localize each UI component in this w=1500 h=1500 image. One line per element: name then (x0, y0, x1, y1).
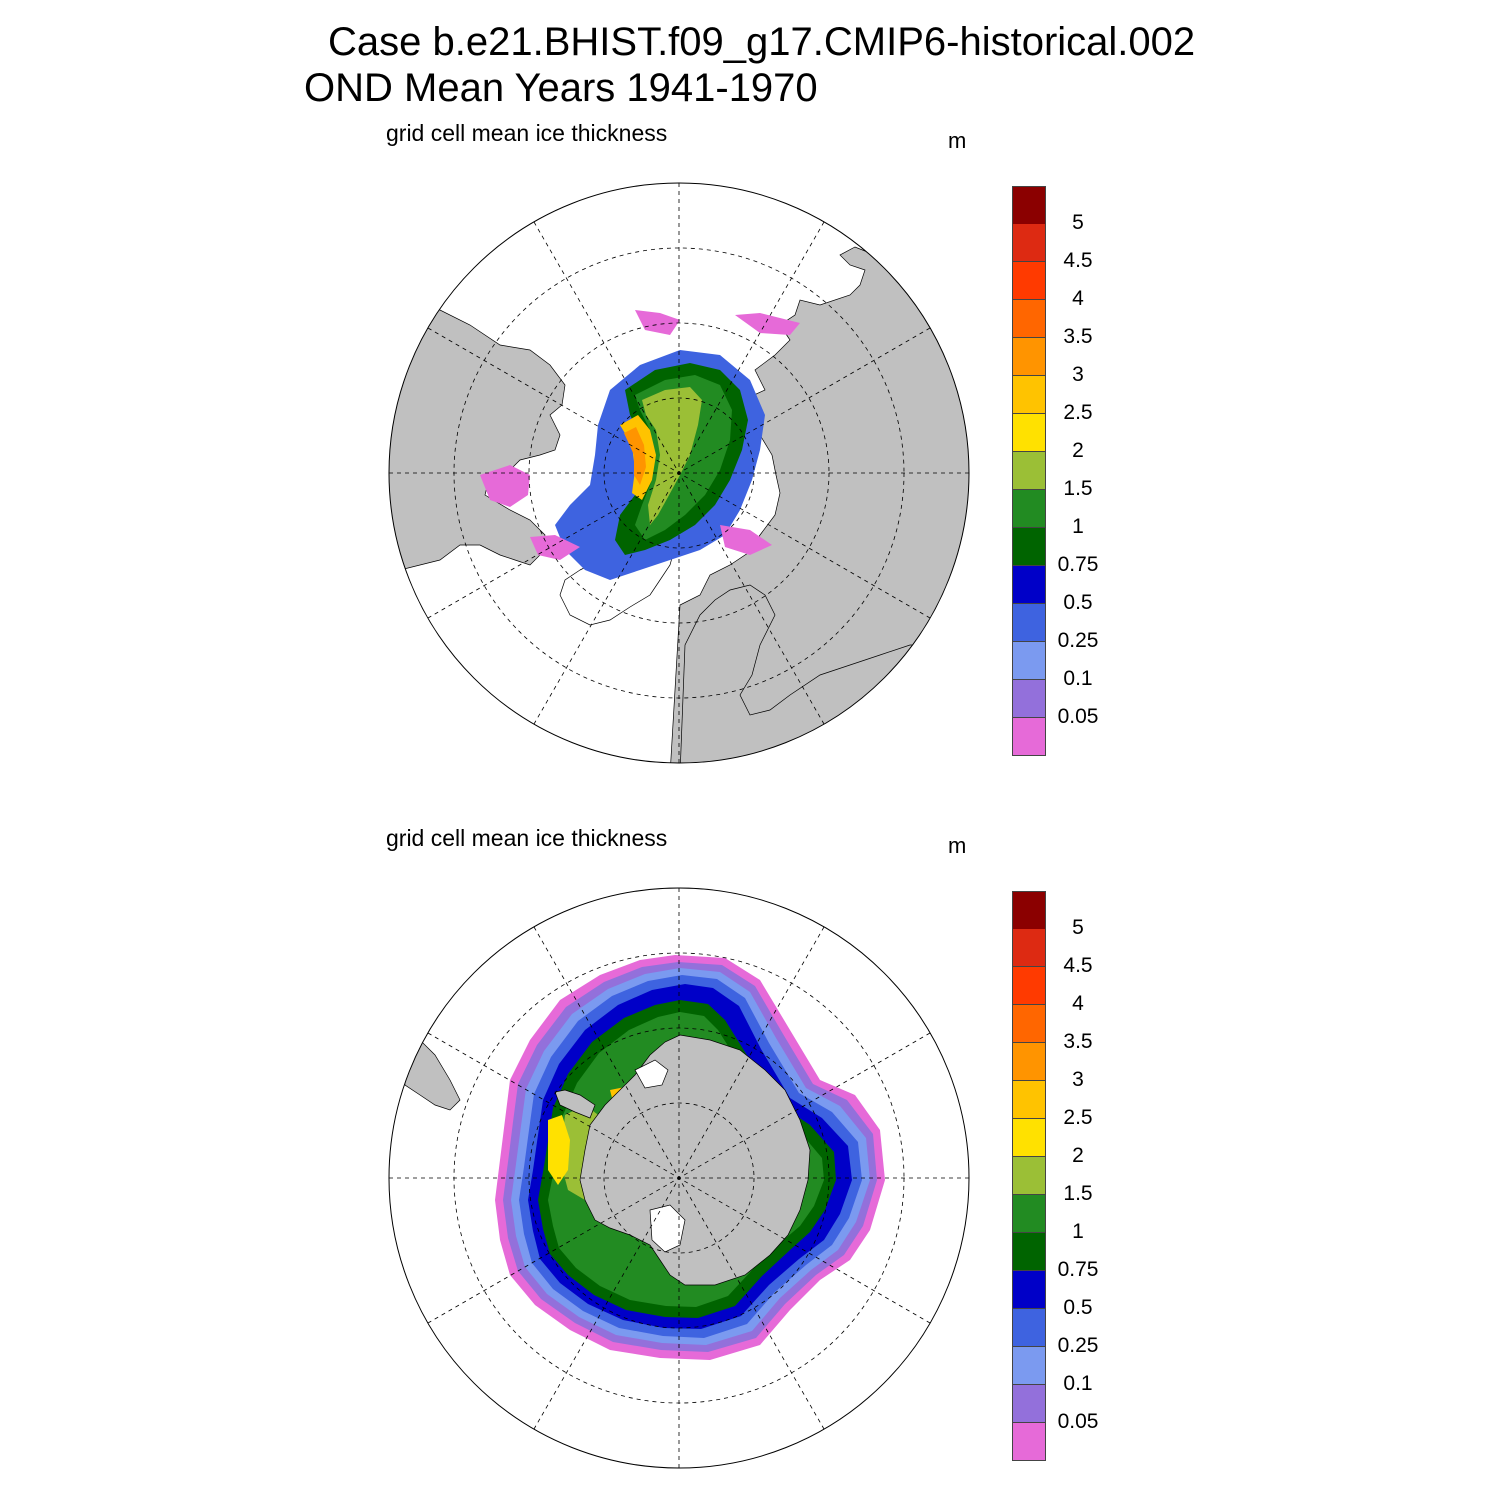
colorbar-label: 4.5 (1063, 954, 1093, 977)
north-ice-fringe-bering (635, 310, 680, 335)
colorbar-label: 0.05 (1057, 705, 1099, 728)
colorbar-label: 1.5 (1063, 1182, 1093, 1205)
colorbar-label: 0.5 (1063, 591, 1093, 614)
south-weddell-ice-shelf (634, 1059, 669, 1089)
colorbar-swatch (1012, 967, 1046, 1005)
north-graticule (389, 183, 969, 763)
north-ice-3 (624, 427, 646, 485)
north-ice-fringe-hudson (480, 465, 530, 507)
north-ice-fringe-labrador (530, 535, 580, 560)
colorbar-swatch (1012, 929, 1046, 967)
colorbar-label: 0.05 (1057, 1410, 1099, 1433)
north-units: m (948, 128, 967, 153)
south-antarctic-peninsula (554, 1089, 596, 1119)
colorbar-label: 2.5 (1063, 401, 1093, 424)
colorbar-label: 3 (1072, 1068, 1084, 1091)
colorbar-label: 4.5 (1063, 249, 1093, 272)
figure-title-line-1: Case b.e21.BHIST.f09_g17.CMIP6-historica… (328, 20, 1196, 64)
colorbar-label: 0.75 (1057, 1258, 1099, 1281)
colorbar-swatch (1012, 224, 1046, 262)
colorbar-swatch (1012, 1195, 1046, 1233)
north-ice-fringe-okhotsk (735, 313, 800, 335)
colorbar-label: 0.25 (1057, 1334, 1099, 1357)
colorbar-label: 2 (1072, 439, 1084, 462)
colorbar-swatch (1012, 1385, 1046, 1423)
north-colorbar (1012, 186, 1046, 756)
colorbar-swatch (1012, 1423, 1046, 1461)
colorbar-label: 0.1 (1063, 1372, 1093, 1395)
colorbar-swatch (1012, 338, 1046, 376)
north-panel: grid cell mean ice thickness m (0, 0, 1500, 764)
colorbar-swatch (1012, 680, 1046, 718)
colorbar-swatch (1012, 1043, 1046, 1081)
south-land-antarctica (579, 1034, 811, 1286)
south-map-border (388, 887, 970, 1469)
colorbar-swatch (1012, 490, 1046, 528)
colorbar-label: 1.5 (1063, 477, 1093, 500)
colorbar-swatch (1012, 718, 1046, 756)
colorbar-swatch (1012, 1157, 1046, 1195)
colorbar-swatch (1012, 452, 1046, 490)
north-ice-fringe-kara (720, 525, 772, 555)
colorbar-swatch (1012, 300, 1046, 338)
north-subtitle: grid cell mean ice thickness (386, 120, 668, 146)
colorbar-swatch (1012, 566, 1046, 604)
colorbar-label: 3 (1072, 363, 1084, 386)
colorbar-label: 4 (1072, 287, 1084, 310)
colorbar-label: 5 (1072, 916, 1084, 939)
colorbar-swatch (1012, 1005, 1046, 1043)
colorbar-swatch (1012, 1233, 1046, 1271)
colorbar-label: 2 (1072, 1144, 1084, 1167)
colorbar-label: 0.75 (1057, 553, 1099, 576)
colorbar-swatch (1012, 1309, 1046, 1347)
north-map-border (388, 182, 970, 764)
colorbar-swatch (1012, 1271, 1046, 1309)
south-ice-25 (548, 1115, 570, 1185)
colorbar-swatch (1012, 262, 1046, 300)
colorbar-swatch (1012, 1081, 1046, 1119)
colorbar-swatch (1012, 376, 1046, 414)
colorbar-label: 5 (1072, 211, 1084, 234)
colorbar-label: 3.5 (1063, 1030, 1093, 1053)
colorbar-swatch (1012, 604, 1046, 642)
colorbar-label: 0.5 (1063, 1296, 1093, 1319)
colorbar-label: 1 (1072, 1220, 1084, 1243)
north-polar-map (388, 182, 970, 764)
colorbar-label: 0.1 (1063, 667, 1093, 690)
figure-title-line-2: OND Mean Years 1941-1970 (304, 66, 818, 110)
south-colorbar (1012, 891, 1046, 1461)
colorbar-swatch (1012, 1347, 1046, 1385)
south-polar-map (388, 887, 970, 1469)
colorbar-swatch (1012, 1119, 1046, 1157)
colorbar-label: 1 (1072, 515, 1084, 538)
south-subtitle: grid cell mean ice thickness (386, 825, 668, 851)
south-ross-ice-shelf (649, 1204, 686, 1253)
south-units: m (948, 833, 967, 858)
south-panel: grid cell mean ice thickness m (0, 705, 1500, 1469)
colorbar-label: 2.5 (1063, 1106, 1093, 1129)
south-graticule (389, 888, 969, 1468)
colorbar-label: 4 (1072, 992, 1084, 1015)
colorbar-swatch (1012, 528, 1046, 566)
colorbar-label: 3.5 (1063, 325, 1093, 348)
colorbar-swatch (1012, 642, 1046, 680)
north-ice-15 (642, 387, 702, 525)
colorbar-swatch (1012, 414, 1046, 452)
colorbar-label: 0.25 (1057, 629, 1099, 652)
